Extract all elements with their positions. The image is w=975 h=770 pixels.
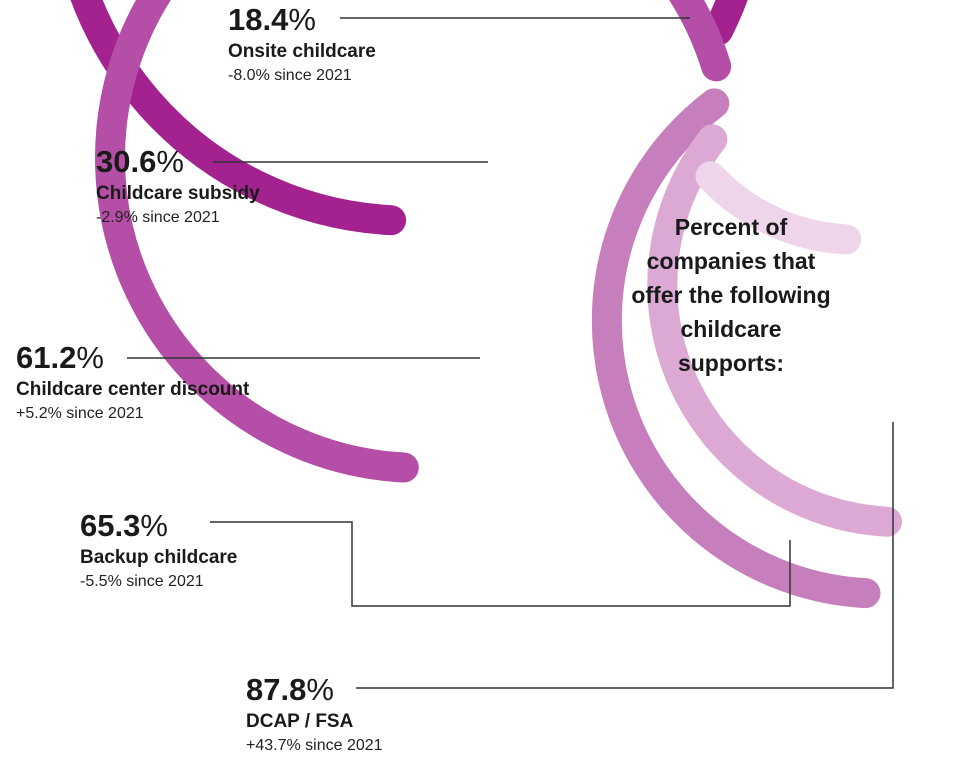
label-onsite-childcare: 18.4% Onsite childcare -8.0% since 2021 — [228, 4, 376, 86]
category-label: Backup childcare — [80, 547, 238, 568]
change-label: -5.5% since 2021 — [80, 573, 204, 590]
category-label: DCAP / FSA — [246, 711, 354, 732]
category-label: Onsite childcare — [228, 41, 376, 62]
value-label: 30.6% — [96, 144, 184, 179]
leader-line-5 — [356, 422, 894, 689]
category-label: Childcare subsidy — [96, 183, 260, 204]
value-label: 65.3% — [80, 508, 168, 543]
change-label: -8.0% since 2021 — [228, 67, 352, 84]
value-label: 18.4% — [228, 2, 316, 37]
label-backup-childcare: 65.3% Backup childcare -5.5% since 2021 — [80, 510, 237, 592]
value-label: 87.8% — [246, 672, 334, 707]
arc-childcare-center-discount — [591, 88, 881, 609]
arc-onsite-childcare — [70, 0, 748, 236]
arc-dcap-fsa — [695, 161, 862, 255]
leader-line-4 — [210, 521, 791, 607]
value-label: 61.2% — [16, 340, 104, 375]
change-label: +43.7% since 2021 — [246, 737, 383, 754]
change-label: -2.9% since 2021 — [96, 209, 220, 226]
arc-backup-childcare — [647, 124, 902, 537]
label-childcare-center-discount: 61.2% Childcare center discount +5.2% si… — [16, 342, 249, 424]
change-label: +5.2% since 2021 — [16, 405, 144, 422]
category-label: Childcare center discount — [16, 379, 250, 400]
chart-title: Percent of companies that offer the foll… — [631, 214, 831, 376]
label-dcap-fsa: 87.8% DCAP / FSA +43.7% since 2021 — [246, 674, 383, 756]
arc-childcare-subsidy — [95, 0, 732, 483]
label-childcare-subsidy: 30.6% Childcare subsidy -2.9% since 2021 — [96, 146, 260, 228]
